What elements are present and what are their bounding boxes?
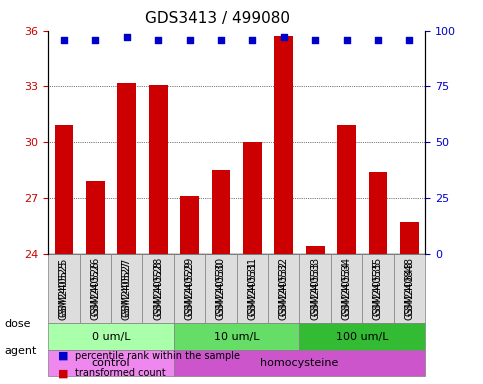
Text: GSM240525: GSM240525	[59, 261, 69, 320]
Point	[312, 36, 319, 43]
Text: GSM240526: GSM240526	[90, 261, 100, 320]
Text: GSM240530: GSM240530	[216, 257, 226, 316]
Point	[155, 36, 162, 43]
Text: GSM240527: GSM240527	[122, 257, 132, 316]
Text: ■: ■	[58, 368, 69, 378]
Point	[60, 36, 68, 43]
Text: 0 um/L: 0 um/L	[92, 332, 130, 342]
FancyBboxPatch shape	[299, 254, 331, 323]
Point	[406, 36, 413, 43]
Text: GSM240526: GSM240526	[90, 257, 100, 316]
Text: GSM240532: GSM240532	[279, 257, 289, 316]
Text: GSM240848: GSM240848	[404, 257, 414, 316]
Point	[280, 34, 288, 40]
Text: GSM240535: GSM240535	[373, 257, 383, 316]
FancyBboxPatch shape	[237, 254, 268, 323]
Bar	[180, 196, 199, 254]
Text: GSM240529: GSM240529	[185, 257, 195, 316]
FancyBboxPatch shape	[48, 350, 174, 376]
Point	[343, 36, 351, 43]
Text: ■: ■	[58, 351, 69, 361]
Bar	[86, 181, 105, 254]
FancyBboxPatch shape	[80, 254, 111, 323]
Point	[123, 34, 130, 40]
Point	[374, 36, 382, 43]
Bar	[369, 172, 387, 254]
FancyBboxPatch shape	[394, 254, 425, 323]
Bar	[149, 84, 168, 254]
Text: homocysteine: homocysteine	[260, 358, 339, 368]
Text: GSM240848: GSM240848	[404, 261, 414, 319]
Bar	[274, 36, 293, 254]
Text: GSM240525: GSM240525	[59, 257, 69, 316]
Text: dose: dose	[5, 319, 31, 329]
Text: GSM240535: GSM240535	[373, 261, 383, 320]
Point	[249, 36, 256, 43]
FancyBboxPatch shape	[362, 254, 394, 323]
FancyBboxPatch shape	[331, 254, 362, 323]
FancyBboxPatch shape	[48, 254, 80, 323]
Text: GSM240532: GSM240532	[279, 261, 289, 320]
FancyBboxPatch shape	[111, 254, 142, 323]
Text: agent: agent	[5, 346, 37, 356]
Text: GSM240528: GSM240528	[153, 261, 163, 320]
Text: GSM240534: GSM240534	[341, 257, 352, 316]
Bar	[243, 142, 262, 254]
Point	[217, 36, 225, 43]
Text: control: control	[92, 358, 130, 368]
Point	[185, 36, 193, 43]
Point	[92, 36, 99, 43]
Text: GSM240531: GSM240531	[247, 261, 257, 320]
FancyBboxPatch shape	[299, 323, 425, 350]
Bar	[212, 170, 230, 254]
Bar	[400, 222, 419, 254]
FancyBboxPatch shape	[174, 350, 425, 376]
FancyBboxPatch shape	[205, 254, 237, 323]
Text: GSM240528: GSM240528	[153, 257, 163, 316]
FancyBboxPatch shape	[142, 254, 174, 323]
Text: percentile rank within the sample: percentile rank within the sample	[75, 351, 240, 361]
Bar	[306, 246, 325, 254]
Bar	[55, 126, 73, 254]
Text: GSM240533: GSM240533	[310, 257, 320, 316]
FancyBboxPatch shape	[268, 254, 299, 323]
Text: GDS3413 / 499080: GDS3413 / 499080	[145, 11, 290, 26]
Text: GSM240533: GSM240533	[310, 261, 320, 320]
Text: GSM240531: GSM240531	[247, 257, 257, 316]
Text: GSM240529: GSM240529	[185, 261, 195, 320]
Text: GSM240534: GSM240534	[341, 261, 352, 320]
Text: GSM240530: GSM240530	[216, 261, 226, 320]
Text: 10 um/L: 10 um/L	[214, 332, 259, 342]
FancyBboxPatch shape	[48, 323, 174, 350]
Text: GSM240527: GSM240527	[122, 261, 132, 320]
FancyBboxPatch shape	[174, 254, 205, 323]
Bar	[117, 83, 136, 254]
Text: 100 um/L: 100 um/L	[336, 332, 388, 342]
FancyBboxPatch shape	[174, 323, 299, 350]
Bar	[337, 126, 356, 254]
Text: transformed count: transformed count	[75, 368, 166, 378]
